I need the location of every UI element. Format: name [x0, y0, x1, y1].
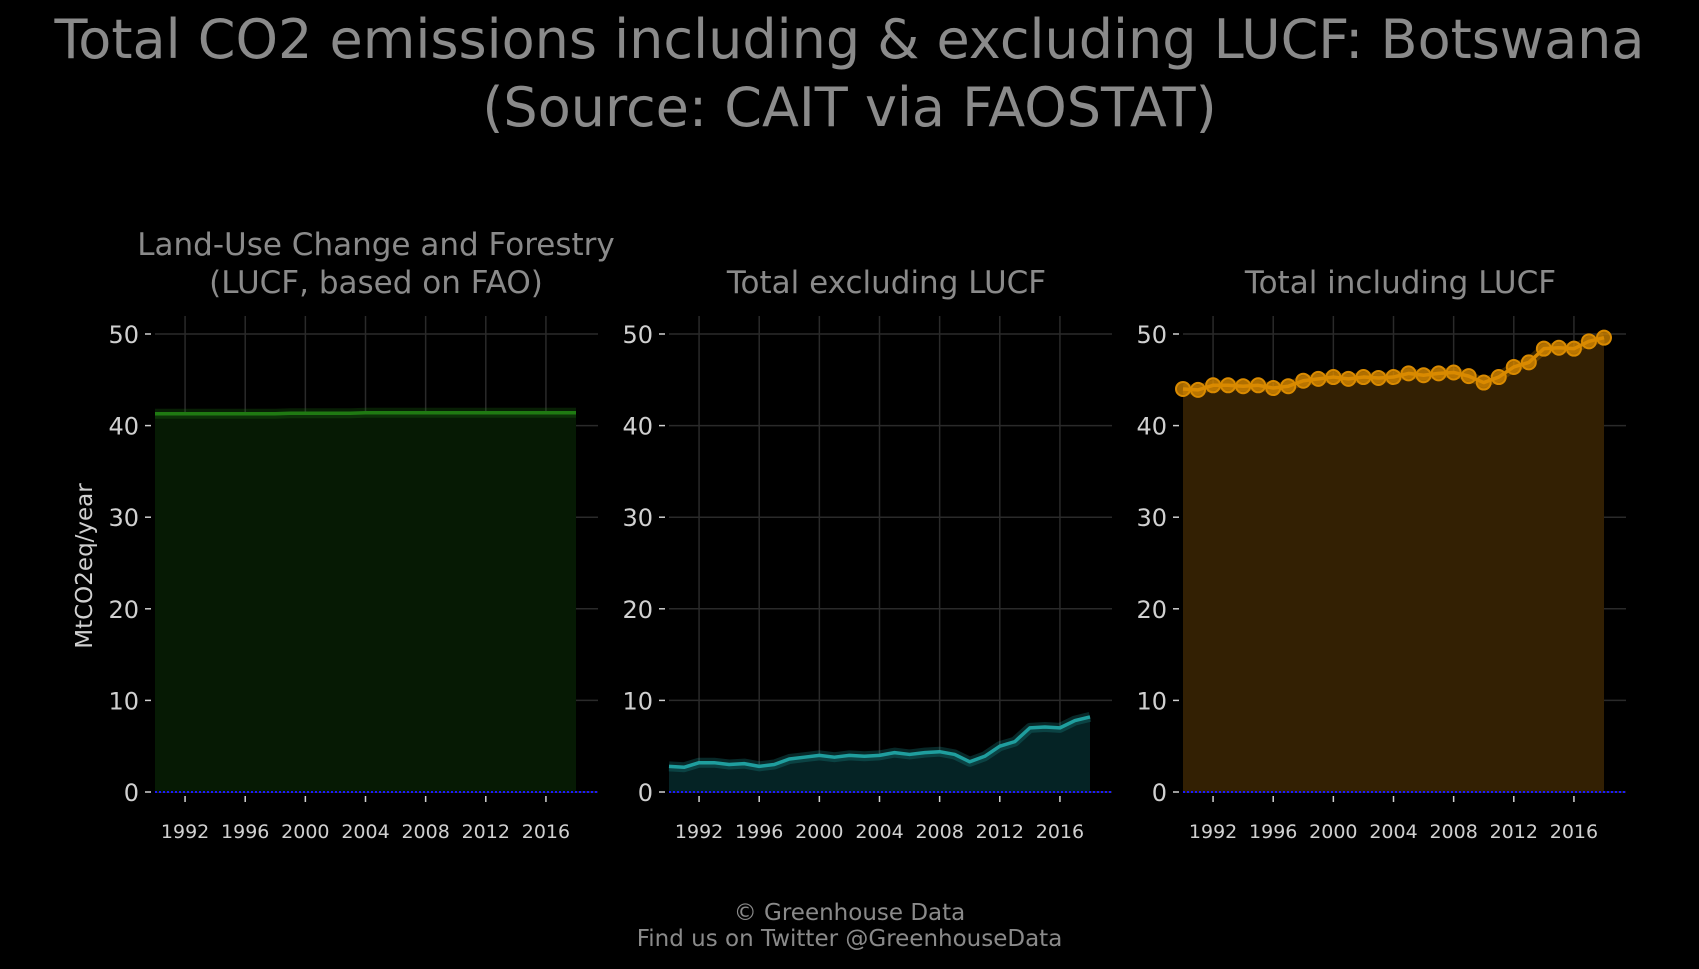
- p3-point-2010: [1475, 374, 1492, 391]
- p1-ytick-label-40: 40: [108, 413, 139, 441]
- p3-xtick-label-1992: 1992: [1189, 821, 1237, 843]
- footer: © Greenhouse Data Find us on Twitter @Gr…: [0, 900, 1699, 952]
- p3-ytick-label-0: 0: [1152, 779, 1167, 807]
- p3-point-2017: [1580, 333, 1597, 350]
- p2-ytick-label-40: 40: [622, 413, 653, 441]
- p2-xtick-label-2004: 2004: [855, 821, 903, 843]
- p3-point-2004: [1385, 369, 1402, 386]
- p2-title-line-1: Total excluding LUCF: [726, 265, 1046, 301]
- p2-ytick-label-10: 10: [622, 687, 653, 715]
- chart-title-line2: (Source: CAIT via FAOSTAT): [482, 76, 1217, 139]
- y-axis-label: MtCO2eq/year: [72, 483, 98, 649]
- p3-ytick-label-20: 20: [1136, 596, 1167, 624]
- p1-series-area: [155, 412, 576, 792]
- p2-series-area: [669, 716, 1090, 792]
- p2-ytick-label-20: 20: [622, 596, 653, 624]
- p2-xtick-label-2016: 2016: [1036, 821, 1084, 843]
- chart-title-line1: Total CO2 emissions including & excludin…: [54, 8, 1645, 71]
- p3-point-2018: [1596, 329, 1612, 346]
- p3-point-1995: [1250, 377, 1267, 394]
- p3-point-2012: [1505, 358, 1522, 375]
- p2-ytick-label-0: 0: [638, 779, 653, 807]
- p1-title-line-1: Land-Use Change and Forestry: [137, 227, 615, 263]
- p3-point-1994: [1235, 378, 1252, 395]
- p1-ytick-label-10: 10: [108, 687, 139, 715]
- p3-series-area: [1183, 337, 1604, 792]
- p3-point-1990: [1175, 380, 1191, 397]
- p3-point-2001: [1340, 370, 1357, 387]
- p2-ytick-label-50: 50: [622, 321, 653, 349]
- footer-copyright: © Greenhouse Data: [733, 900, 966, 926]
- p1-xtick-label-2016: 2016: [522, 821, 570, 843]
- p1-title-line-2: (LUCF, based on FAO): [209, 265, 543, 301]
- p1-xtick-label-1992: 1992: [161, 821, 209, 843]
- p3-point-1993: [1220, 377, 1237, 394]
- p1-xtick-label-2000: 2000: [281, 821, 329, 843]
- p3-xtick-label-2008: 2008: [1429, 821, 1477, 843]
- p2-xtick-label-1996: 1996: [735, 821, 783, 843]
- p3-point-2008: [1445, 364, 1462, 381]
- p3-ytick-label-10: 10: [1136, 687, 1167, 715]
- p3-point-2003: [1370, 369, 1387, 386]
- p3-xtick-label-2012: 2012: [1490, 821, 1538, 843]
- p3-point-2006: [1415, 367, 1432, 384]
- p3-point-1998: [1295, 372, 1312, 389]
- footer-twitter: Find us on Twitter @GreenhouseData: [636, 926, 1063, 952]
- p3-point-1991: [1190, 381, 1207, 398]
- p3-point-2016: [1565, 340, 1582, 357]
- p2-series-line: [668, 715, 1091, 770]
- p3-title-line-1: Total including LUCF: [1244, 265, 1556, 301]
- p3-xtick-label-2016: 2016: [1550, 821, 1598, 843]
- p3-point-2000: [1325, 369, 1342, 386]
- p3-point-2007: [1430, 365, 1447, 382]
- p2-xtick-label-2000: 2000: [795, 821, 843, 843]
- p3-xtick-label-2004: 2004: [1369, 821, 1417, 843]
- p1-ytick-label-20: 20: [108, 596, 139, 624]
- p3-point-2015: [1550, 339, 1567, 356]
- p3-point-1997: [1280, 378, 1297, 395]
- p1-ytick-label-0: 0: [124, 779, 139, 807]
- p1-xtick-label-2004: 2004: [341, 821, 389, 843]
- p3-ytick-label-40: 40: [1136, 413, 1167, 441]
- p1-ytick-label-30: 30: [108, 504, 139, 532]
- p3-point-2013: [1520, 354, 1537, 371]
- p1-ytick-label-50: 50: [108, 321, 139, 349]
- p3-xtick-label-2000: 2000: [1309, 821, 1357, 843]
- p1-xtick-label-2012: 2012: [462, 821, 510, 843]
- p2-xtick-label-2012: 2012: [976, 821, 1024, 843]
- p3-point-2009: [1460, 368, 1477, 385]
- p3-point-2005: [1400, 365, 1417, 382]
- p3-xtick-label-1996: 1996: [1249, 821, 1297, 843]
- p2-xtick-label-1992: 1992: [675, 821, 723, 843]
- chart-main-title: Total CO2 emissions including & excludin…: [0, 6, 1699, 142]
- p3-point-2011: [1490, 369, 1507, 386]
- p1-xtick-label-1996: 1996: [221, 821, 269, 843]
- p3-point-1996: [1265, 380, 1282, 397]
- p1-xtick-label-2008: 2008: [401, 821, 449, 843]
- p3-point-2014: [1535, 340, 1552, 357]
- p3-ytick-label-50: 50: [1136, 321, 1167, 349]
- p1-series-line: [155, 411, 576, 416]
- p2-ytick-label-30: 30: [622, 504, 653, 532]
- p3-point-2002: [1355, 369, 1372, 386]
- p3-ytick-label-30: 30: [1136, 504, 1167, 532]
- p3-point-1992: [1205, 377, 1222, 394]
- p2-xtick-label-2008: 2008: [915, 821, 963, 843]
- p3-point-1999: [1310, 370, 1327, 387]
